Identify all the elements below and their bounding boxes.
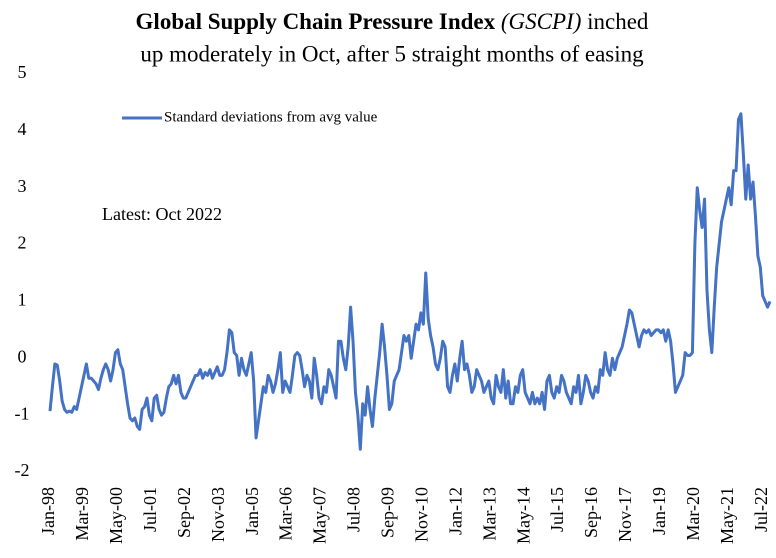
x-tick-label: Mar-13 [479,487,499,541]
title-italic: (GSCPI) [501,9,581,34]
x-tick-label: Mar-06 [276,487,296,541]
x-tick-label: Jul-01 [140,487,160,532]
y-tick-label: 1 [18,290,27,310]
x-tick-label: May-07 [310,487,330,544]
chart-title-line2: up moderately in Oct, after 5 straight m… [140,41,644,66]
x-tick-label: May-14 [513,487,533,544]
x-tick-label: Sep-16 [581,487,601,538]
x-tick-label: Mar-20 [683,487,703,541]
chart-title: Global Supply Chain Pressure Index (GSCP… [136,9,649,34]
x-tick-label: Jan-98 [38,487,58,535]
y-tick-label: 0 [18,346,27,366]
data-line [48,112,772,451]
y-tick-label: -1 [15,403,30,423]
x-tick-label: Nov-10 [411,487,431,542]
x-tick-label: Sep-09 [378,487,398,538]
title-rest: inched [587,9,649,34]
x-tick-label: Jan-19 [649,487,669,535]
x-tick-label: May-21 [717,487,737,544]
x-tick-label: Jul-08 [344,487,364,532]
x-tick-label: Nov-03 [208,487,228,542]
x-tick-label: Mar-99 [72,487,92,541]
x-tick-label: Jul-15 [547,487,567,532]
x-tick-label: Jan-05 [242,487,262,535]
x-tick-label: Jan-12 [445,487,465,535]
annotation: Latest: Oct 2022 [102,204,222,224]
y-tick-label: -2 [15,460,30,480]
y-tick-label: 4 [18,119,27,139]
x-tick-label: Sep-02 [174,487,194,538]
legend-label: Standard deviations from avg value [164,109,378,125]
x-tick-label: Nov-17 [615,487,635,542]
y-tick-label: 3 [18,176,27,196]
x-tick-label: Jul-22 [751,487,771,532]
x-tick-label: May-00 [106,487,126,544]
y-tick-label: 2 [18,233,27,253]
y-tick-label: 5 [18,62,27,82]
title-bold: Global Supply Chain Pressure Index [136,9,496,34]
